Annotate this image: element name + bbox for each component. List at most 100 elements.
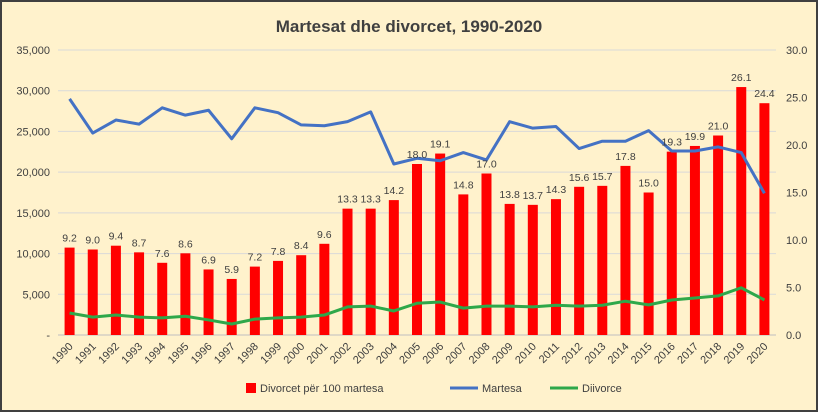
bar xyxy=(666,151,677,335)
data-label: 8.7 xyxy=(132,237,147,249)
x-axis-tick-label: 1990 xyxy=(50,341,76,367)
x-axis-tick-label: 1997 xyxy=(212,341,238,367)
bar xyxy=(342,208,353,335)
x-axis-tick-label: 2009 xyxy=(490,341,516,367)
data-label: 8.6 xyxy=(178,238,193,250)
x-axis-tick-label: 2008 xyxy=(467,341,493,367)
bar xyxy=(759,103,770,335)
left-axis-tick-label: 35,000 xyxy=(16,45,50,57)
left-axis-tick-label: 15,000 xyxy=(16,208,50,220)
bar xyxy=(157,262,168,335)
data-label: 18.0 xyxy=(407,149,428,161)
bar xyxy=(713,135,724,335)
x-axis-tick-label: 2011 xyxy=(537,341,562,366)
line-diivorce xyxy=(69,286,766,326)
data-label: 15.6 xyxy=(569,172,590,184)
bar xyxy=(110,245,121,335)
bar xyxy=(481,173,492,335)
x-axis-tick-label: 2013 xyxy=(583,341,609,367)
bar xyxy=(412,164,422,335)
line-martesa xyxy=(68,98,766,195)
x-axis-tick-label: 2002 xyxy=(328,341,354,367)
left-axis-tick-label: 25,000 xyxy=(16,126,50,138)
bar xyxy=(134,252,145,335)
data-label: 13.8 xyxy=(499,189,520,201)
bar xyxy=(643,192,654,335)
right-axis-tick-label: 20.0 xyxy=(786,140,807,152)
x-axis-tick-label: 2005 xyxy=(397,341,423,367)
data-label: 5.9 xyxy=(224,264,239,276)
x-axis-tick-label: 1998 xyxy=(235,341,261,367)
right-axis-tick-label: 25.0 xyxy=(786,93,807,105)
x-axis-tick-label: 2006 xyxy=(420,341,446,367)
x-axis-tick-label: 1995 xyxy=(166,341,192,367)
x-axis-tick-label: 2012 xyxy=(559,341,585,367)
x-axis-tick-label: 2001 xyxy=(305,341,331,367)
data-label: 6.9 xyxy=(201,254,216,266)
bar xyxy=(550,199,561,335)
data-label: 26.1 xyxy=(731,72,752,84)
data-label: 13.7 xyxy=(523,190,544,202)
left-axis-tick-label: - xyxy=(46,330,50,342)
x-axis-tick-label: 2020 xyxy=(745,341,771,367)
data-label: 7.6 xyxy=(155,248,170,260)
x-axis-tick-label: 2018 xyxy=(698,341,724,367)
left-axis-tick-label: 30,000 xyxy=(16,86,50,98)
bar xyxy=(64,247,75,335)
legend-label: Divorcet për 100 martesa xyxy=(260,383,384,395)
bar xyxy=(388,200,399,335)
data-label: 8.4 xyxy=(294,240,309,252)
data-label: 9.0 xyxy=(85,235,100,247)
chart-title: Martesat dhe divorcet, 1990-2020 xyxy=(276,17,542,36)
right-axis-tick-label: 10.0 xyxy=(786,235,807,247)
bar xyxy=(203,269,214,335)
data-label: 9.4 xyxy=(109,231,124,243)
data-label: 14.2 xyxy=(384,185,405,197)
data-label: 15.0 xyxy=(638,178,659,190)
bar xyxy=(435,153,446,335)
bar xyxy=(365,208,376,335)
data-label: 14.3 xyxy=(546,184,567,196)
x-axis-tick-label: 2019 xyxy=(722,341,748,367)
data-label: 24.4 xyxy=(754,88,775,100)
bar xyxy=(689,145,700,335)
legend-label: Diivorce xyxy=(582,383,622,395)
bar xyxy=(273,260,284,335)
x-axis-tick-label: 2007 xyxy=(444,341,470,367)
legend-label: Martesa xyxy=(482,383,523,395)
bar xyxy=(504,203,515,335)
data-label: 9.2 xyxy=(62,233,77,245)
data-label: 17.8 xyxy=(615,151,636,163)
bar xyxy=(458,194,469,335)
x-axis-tick-label: 2000 xyxy=(282,341,308,367)
x-axis-tick-label: 1992 xyxy=(96,341,122,367)
right-axis-tick-label: 5.0 xyxy=(786,283,801,295)
data-label: 21.0 xyxy=(708,121,729,133)
bar xyxy=(620,165,631,335)
bar xyxy=(87,249,98,335)
data-label: 7.2 xyxy=(248,252,263,264)
bar xyxy=(296,255,307,335)
x-axis-tick-label: 2014 xyxy=(606,341,632,367)
x-axis-tick-label: 2015 xyxy=(629,341,655,367)
x-axis-tick-label: 1993 xyxy=(119,341,145,367)
left-axis-tick-label: 5,000 xyxy=(22,289,50,301)
left-axis-tick-label: 10,000 xyxy=(16,249,50,261)
x-axis-tick-label: 1994 xyxy=(143,341,169,367)
right-axis-tick-label: 0.0 xyxy=(786,330,801,342)
bar xyxy=(736,87,747,335)
data-label: 15.7 xyxy=(592,171,613,183)
left-axis-tick-label: 20,000 xyxy=(16,167,50,179)
x-axis-tick-label: 2016 xyxy=(652,341,678,367)
bar xyxy=(527,204,538,335)
bar xyxy=(319,243,330,335)
bar xyxy=(226,278,237,335)
legend-swatch xyxy=(246,383,256,393)
right-axis-tick-label: 30.0 xyxy=(786,45,807,57)
data-label: 13.3 xyxy=(360,194,381,206)
data-label: 7.8 xyxy=(271,246,286,258)
bar xyxy=(574,186,585,335)
data-label: 9.6 xyxy=(317,229,332,241)
